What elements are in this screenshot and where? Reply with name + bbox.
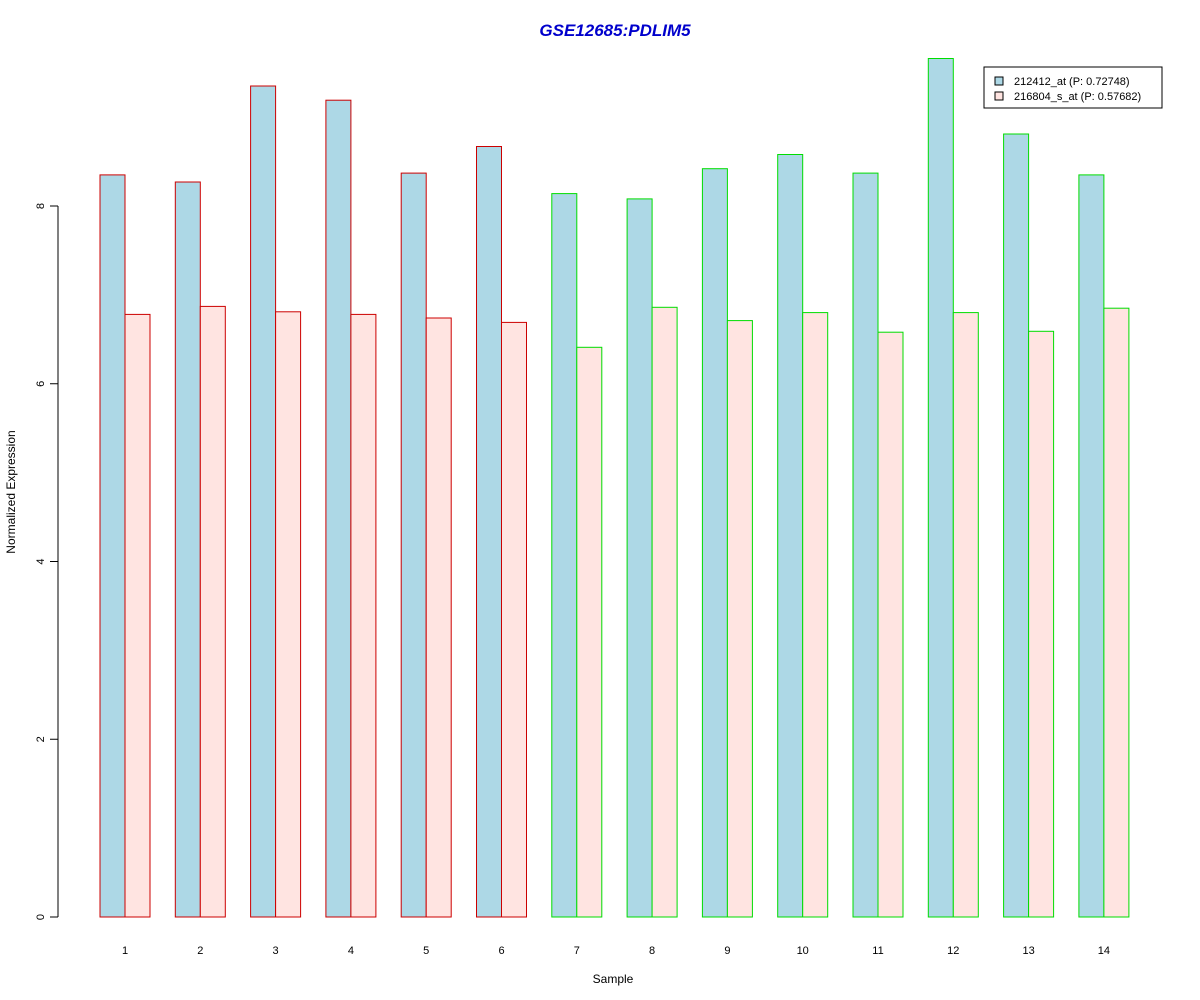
bar-sample-9-series-2 (726, 320, 753, 918)
y-tick-label: 4 (35, 558, 47, 564)
bar-sample-2-series-1 (174, 181, 201, 918)
x-axis-label: Sample (593, 972, 634, 986)
x-tick-label: 12 (947, 945, 959, 957)
legend-swatch-series-1 (994, 76, 1004, 86)
y-axis: 0 2 4 6 8 (35, 203, 59, 920)
bar-sample-7-series-2 (576, 346, 603, 918)
bar-sample-11-series-2 (877, 331, 904, 918)
x-tick-label: 13 (1022, 945, 1034, 957)
bar-sample-9-series-1 (701, 168, 728, 918)
bar-sample-1-series-2 (124, 313, 151, 918)
x-tick-label: 7 (574, 945, 580, 957)
legend-label-series-2: 216804_s_at (P: 0.57682) (1014, 91, 1141, 103)
bar-sample-1-series-1 (99, 174, 126, 918)
x-tick-label: 8 (649, 945, 655, 957)
bar-sample-12-series-1 (927, 58, 954, 918)
bar-sample-2-series-2 (199, 305, 226, 918)
bar-sample-6-series-1 (476, 146, 502, 918)
bar-sample-6-series-2 (501, 321, 527, 918)
bar-sample-13-series-2 (1028, 330, 1055, 918)
bar-sample-5-series-1 (400, 172, 427, 918)
y-tick-label: 2 (35, 736, 47, 742)
bar-sample-7-series-1 (551, 193, 578, 918)
bar-sample-12-series-2 (952, 312, 979, 918)
y-axis-label: Normalized Expression (4, 430, 18, 553)
bar-sample-8-series-2 (651, 306, 678, 918)
x-tick-label: 1 (122, 945, 128, 957)
y-tick-label: 0 (35, 914, 47, 920)
x-tick-label: 14 (1098, 945, 1110, 957)
bar-sample-13-series-1 (1003, 133, 1030, 918)
legend-label-series-1: 212412_at (P: 0.72748) (1014, 76, 1130, 88)
x-tick-label: 3 (273, 945, 279, 957)
legend-swatch-series-2 (994, 91, 1004, 101)
bar-sample-3-series-2 (275, 311, 302, 918)
bar-sample-3-series-1 (250, 85, 277, 918)
bar-sample-14-series-1 (1078, 174, 1105, 918)
x-tick-label: 10 (797, 945, 809, 957)
legend: 212412_at (P: 0.72748) 216804_s_at (P: 0… (983, 66, 1163, 109)
bar-sample-4-series-1 (325, 99, 352, 918)
x-tick-label: 11 (872, 945, 883, 957)
x-tick-label: 5 (423, 945, 429, 957)
chart-title: GSE12685:PDLIM5 (539, 21, 691, 40)
bar-sample-10-series-1 (777, 154, 804, 918)
bar-sample-14-series-2 (1103, 307, 1130, 918)
bar-sample-5-series-2 (425, 317, 452, 918)
x-tick-label: 2 (197, 945, 203, 957)
x-tick-labels: 1 2 3 4 5 6 7 8 9 10 11 12 13 14 (122, 945, 1110, 957)
bar-sample-4-series-2 (350, 313, 377, 918)
bars-layer (99, 58, 1130, 918)
bar-sample-8-series-1 (626, 198, 653, 918)
x-tick-label: 9 (724, 945, 730, 957)
x-tick-label: 4 (348, 945, 354, 957)
x-tick-label: 6 (498, 945, 504, 957)
y-tick-label: 8 (35, 203, 47, 209)
legend-box (983, 66, 1163, 109)
bar-sample-10-series-2 (802, 312, 829, 918)
y-tick-label: 6 (35, 381, 47, 387)
bar-sample-11-series-1 (852, 172, 879, 918)
